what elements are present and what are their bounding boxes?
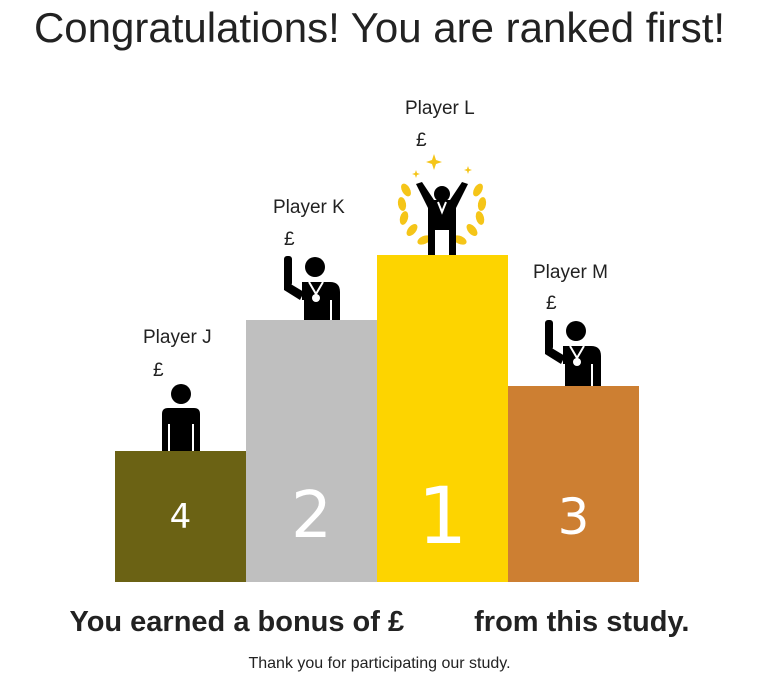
player-name-rank-2: Player K xyxy=(273,197,345,218)
player-earning-rank-4: £ xyxy=(153,360,164,381)
podium-block-rank-1: 1 xyxy=(377,255,508,582)
podium: Player J £ 4 Player K £ 2 Player L £ xyxy=(115,98,639,582)
rank-number-1: 1 xyxy=(417,471,468,562)
rank-number-2: 2 xyxy=(291,479,332,553)
player-earning-rank-2: £ xyxy=(284,229,295,250)
rank-number-3: 3 xyxy=(557,488,590,546)
player-name-rank-4: Player J xyxy=(143,327,212,348)
player-name-rank-3: Player M xyxy=(533,262,608,283)
page-title: Congratulations! You are ranked first! xyxy=(33,4,726,51)
podium-block-rank-3: 3 xyxy=(508,386,639,582)
player-name-rank-1: Player L xyxy=(405,98,475,119)
thanks-message: Thank you for participating our study. xyxy=(248,655,511,672)
player-earning-rank-1: £ xyxy=(416,130,427,151)
bonus-suffix: from this study. xyxy=(474,606,690,638)
bonus-message: You earned a bonus of £ from this study. xyxy=(0,606,759,639)
standing-person-icon xyxy=(162,384,200,452)
rank-number-4: 4 xyxy=(169,496,192,537)
podium-block-rank-2: 2 xyxy=(246,320,377,582)
podium-block-rank-4: 4 xyxy=(115,451,246,582)
medalist-waving-icon xyxy=(284,256,340,322)
champion-laurel-icon xyxy=(397,154,487,256)
player-earning-rank-3: £ xyxy=(546,293,557,314)
bonus-prefix: You earned a bonus of £ xyxy=(69,606,405,638)
medalist-waving-icon xyxy=(545,320,601,386)
